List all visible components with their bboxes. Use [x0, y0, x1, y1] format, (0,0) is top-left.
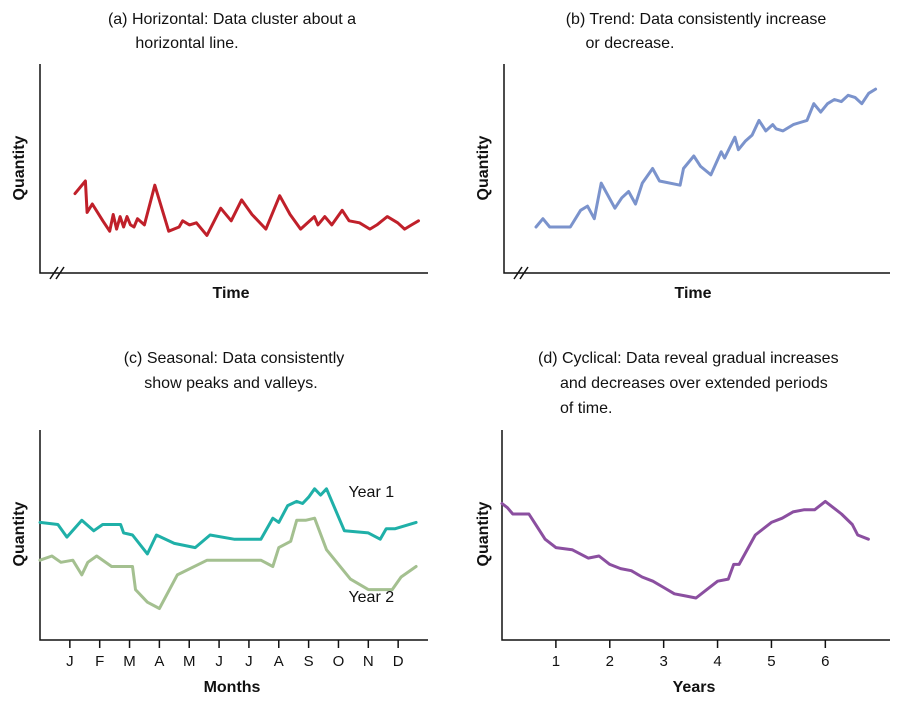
panel-d-title-line-2: and decreases over extended periods [560, 375, 828, 392]
panel-d-xlabel: Years [673, 679, 716, 696]
panel-d-tick-label-4: 5 [767, 653, 775, 670]
panel-a-title-line-2: horizontal line. [135, 35, 238, 52]
panel-b-ylabel: Quantity [475, 135, 492, 200]
panel-a-axis-break-mark-2 [55, 266, 65, 280]
panel-c-tick-label-1: F [95, 653, 104, 670]
panel-a-axis-break-mark-1 [49, 266, 59, 280]
panel-b-title-line-1: (b) Trend: Data consistently increase [566, 11, 827, 28]
panel-c-series-1-label: Year 2 [348, 589, 394, 606]
panel-a-series-0-line [73, 179, 420, 237]
panel-c-ylabel: Quantity [11, 501, 28, 566]
panel-c-tick-label-8: S [304, 653, 314, 670]
panel-b-xlabel: Time [674, 285, 711, 302]
panel-c-axes [39, 430, 428, 641]
panel-c-tick-label-10: N [363, 653, 374, 670]
panel-c-tick-label-4: M [183, 653, 196, 670]
panel-c-xlabel: Months [204, 679, 261, 696]
panel-a-title-line-1: (a) Horizontal: Data cluster about a [108, 11, 356, 28]
panel-c-tick-label-2: M [123, 653, 136, 670]
panel-d-title-line-3: of time. [560, 400, 612, 417]
panel-d-axes [501, 430, 890, 641]
panel-d-series-0-line [500, 499, 870, 600]
panel-d-tick-label-0: 1 [552, 653, 560, 670]
panel-d-ylabel: Quantity [475, 501, 492, 566]
panel-c-tick-label-5: J [215, 653, 223, 670]
panel-c-series-0-label: Year 1 [348, 484, 394, 501]
panel-c-series-0-line [38, 487, 418, 556]
panel-c-tick-label-6: J [245, 653, 253, 670]
panel-d-tick-label-3: 4 [713, 653, 721, 670]
panel-d-title-line-1: (d) Cyclical: Data reveal gradual increa… [538, 350, 839, 367]
panel-c-tick-label-7: A [274, 653, 284, 670]
panel-c-tick-label-0: J [66, 653, 74, 670]
panel-b-axis-break-mark-1 [513, 266, 523, 280]
panel-a-ylabel: Quantity [11, 135, 28, 200]
panel-c-series-1-line [38, 516, 418, 610]
panel-a-xlabel: Time [212, 285, 249, 302]
panel-d-tick-label-5: 6 [821, 653, 829, 670]
panel-a-axes [39, 64, 428, 274]
panel-d-tick-label-1: 2 [606, 653, 614, 670]
panel-b-series-0-line [534, 87, 878, 229]
panel-b-axes [503, 64, 890, 274]
panel-c-title-line-1: (c) Seasonal: Data consistently [124, 350, 345, 367]
chart-marks: J F M A M J J A S O N D Year 1 Year 2 1 2 3 4 5 6 [38, 64, 890, 670]
panel-c-tick-label-11: D [393, 653, 404, 670]
panel-c-title-line-2: show peaks and valleys. [144, 375, 317, 392]
panel-c-tick-label-3: A [154, 653, 164, 670]
panel-d-tick-label-2: 3 [659, 653, 667, 670]
panel-c-tick-label-9: O [333, 653, 345, 670]
panel-b-title-line-2: or decrease. [586, 35, 675, 52]
panel-b-axis-break-mark-2 [519, 266, 529, 280]
